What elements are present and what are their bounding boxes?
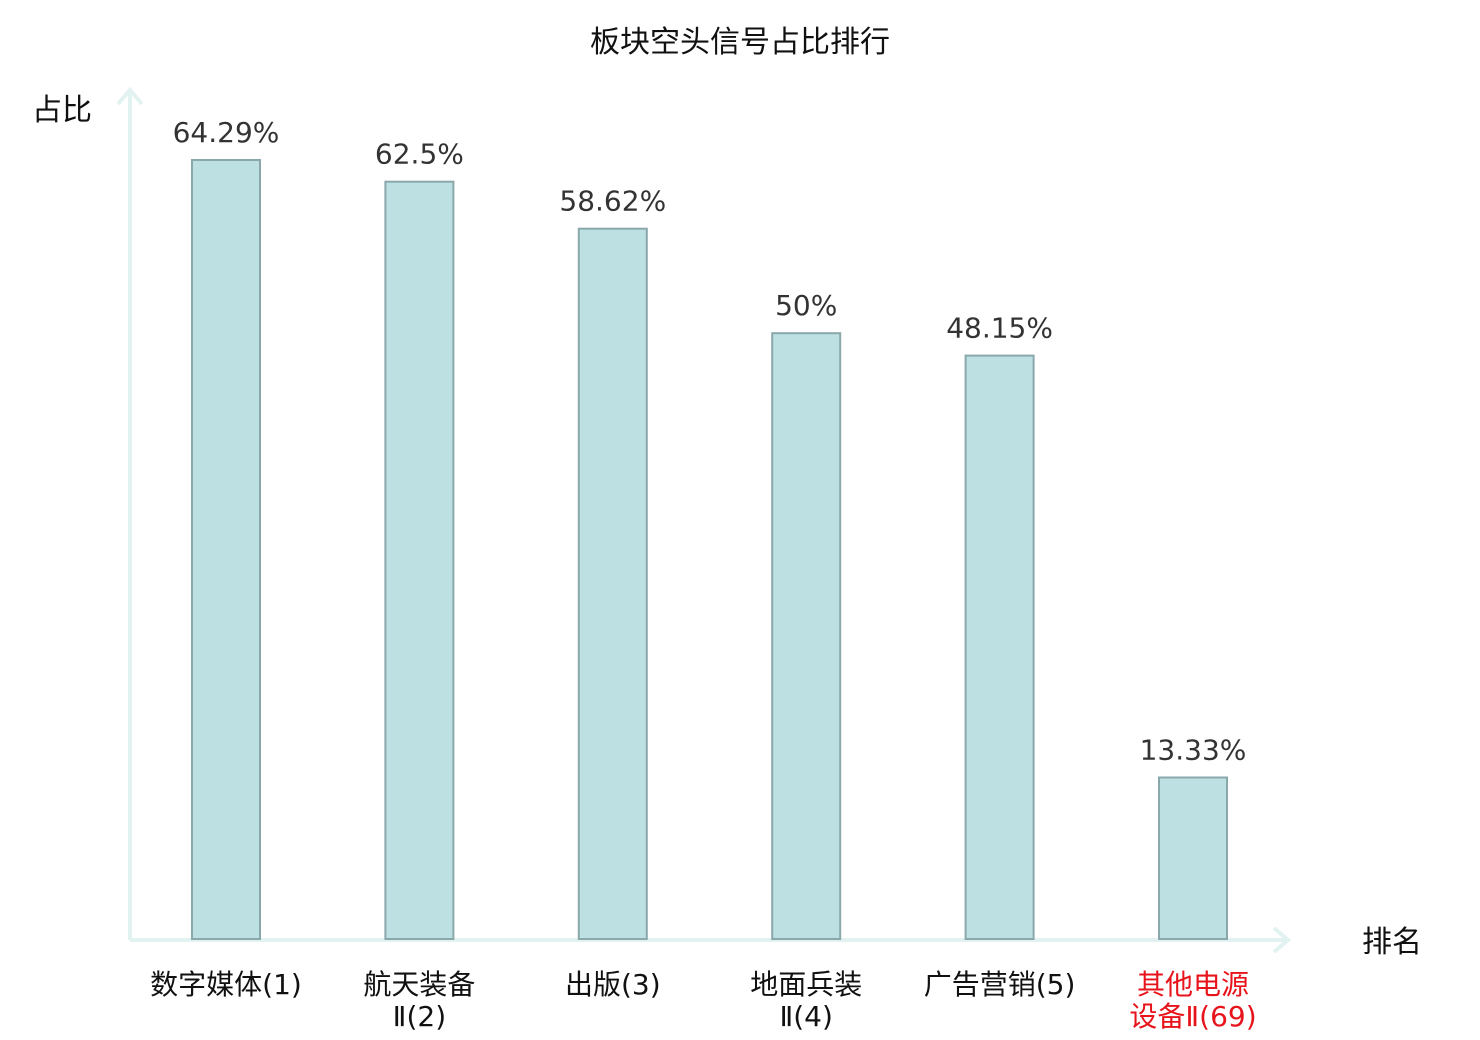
y-axis-arrow: [116, 86, 144, 106]
value-label-6: 13.33%: [1140, 734, 1247, 767]
category-label-line: 设备Ⅱ(69): [1129, 1000, 1256, 1033]
x-axis-arrow: [1272, 926, 1292, 954]
category-label-line: 其他电源: [1137, 968, 1249, 1001]
category-label-line: 出版(3): [565, 968, 661, 1001]
bar-5: [964, 354, 1035, 941]
category-label-line: Ⅱ(4): [779, 1000, 832, 1033]
category-label-3: 出版(3): [565, 968, 661, 1001]
value-label-1: 64.29%: [173, 116, 280, 149]
category-label-line: 地面兵装: [750, 968, 862, 1001]
category-label-2: 航天装备 Ⅱ(2): [363, 968, 475, 1033]
category-labels: 数字媒体(1) 航天装备 Ⅱ(2) 出版(3) 地面兵装 Ⅱ(4) 广告营销(5) 其他电源设…: [150, 968, 1256, 1033]
y-axis-label: 占比: [32, 93, 92, 128]
category-label-line: Ⅱ(2): [393, 1000, 446, 1033]
bar-3: [577, 227, 648, 940]
bar-4: [771, 332, 842, 940]
category-label-6: 其他电源设备Ⅱ(69): [1129, 968, 1256, 1033]
value-label-2: 62.5%: [375, 138, 464, 171]
value-label-4: 50%: [775, 289, 837, 322]
category-label-line: 广告营销(5): [924, 968, 1076, 1001]
category-label-line: 航天装备: [363, 968, 475, 1001]
bar-1: [191, 159, 261, 940]
category-label-1: 数字媒体(1): [150, 968, 302, 1001]
value-label-3: 58.62%: [559, 185, 666, 218]
bar-6: [1158, 776, 1228, 940]
bars: [191, 159, 1228, 941]
category-label-5: 广告营销(5): [924, 968, 1076, 1001]
axes: [116, 86, 1292, 954]
value-label-5: 48.15%: [946, 312, 1053, 345]
bar-2: [384, 180, 455, 940]
category-label-line: 数字媒体(1): [150, 968, 302, 1001]
chart-title: 板块空头信号占比排行: [590, 25, 890, 60]
value-labels: 64.29% 62.5% 58.62% 50% 48.15% 13.33%: [173, 116, 1247, 767]
category-label-4: 地面兵装 Ⅱ(4): [750, 968, 862, 1033]
x-axis-label: 排名: [1362, 925, 1422, 960]
